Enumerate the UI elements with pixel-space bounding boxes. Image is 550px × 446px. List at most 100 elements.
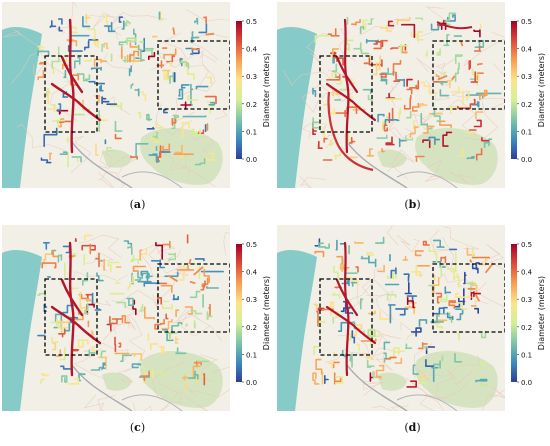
pipe-segment xyxy=(74,238,77,242)
pipe-segment xyxy=(63,69,67,79)
colorbar-tick-label: 0.2 xyxy=(246,101,257,109)
pipe-segment xyxy=(165,313,169,320)
pipe-segment xyxy=(184,323,189,327)
street-line xyxy=(16,123,66,151)
pipe-segment xyxy=(146,113,153,122)
pipe-segment xyxy=(118,41,127,46)
pipe-segment xyxy=(415,155,425,162)
pipe-segment xyxy=(92,31,96,40)
pipe-segment xyxy=(194,158,206,166)
pipe-segment xyxy=(137,111,142,119)
pipe-segment xyxy=(180,101,192,109)
sea-area xyxy=(277,27,317,188)
pipe-segment xyxy=(83,303,89,315)
pipe-segment xyxy=(162,240,171,249)
pipe-segment xyxy=(187,370,199,380)
pipe-segment xyxy=(79,291,88,309)
pipe-segment xyxy=(454,62,460,82)
pipe-segment xyxy=(52,119,65,128)
pipe-segment xyxy=(130,83,134,89)
pipe-segment xyxy=(47,104,57,113)
pipe-segment xyxy=(439,89,450,97)
pipe-segment xyxy=(124,37,137,45)
pipe-segment xyxy=(329,139,334,146)
pipe-segment xyxy=(433,360,441,369)
colorbar-tick-label: 0.3 xyxy=(521,296,532,304)
colorbar-tick-label: 0.3 xyxy=(246,296,257,304)
pipe-segment xyxy=(475,378,488,383)
street-line xyxy=(386,225,399,246)
pipe-segment xyxy=(201,277,209,289)
pipe-segment xyxy=(58,26,63,32)
pipe-segment xyxy=(52,249,59,258)
pipe-segment xyxy=(203,373,206,386)
pipe-segment xyxy=(314,238,321,247)
street-line xyxy=(173,310,222,341)
map-canvas xyxy=(277,225,505,411)
pipe-segment xyxy=(457,98,476,109)
street-line xyxy=(10,51,47,84)
pipe-segment xyxy=(367,18,374,25)
street-line xyxy=(102,319,123,341)
pipe-segment xyxy=(387,20,395,27)
pipe-segment xyxy=(181,84,190,89)
pipe-segment xyxy=(435,292,443,304)
pipe-segment xyxy=(120,354,132,362)
pipe-segment xyxy=(171,114,179,130)
pipe-segment xyxy=(425,359,434,367)
colorbar-tick-label: 0.2 xyxy=(246,324,257,332)
pipe-segment xyxy=(397,78,406,87)
pipe-segment xyxy=(84,74,91,80)
pipe-segment xyxy=(451,75,456,81)
colorbar-gradient xyxy=(236,21,242,159)
pipe-segment xyxy=(187,68,195,80)
pipe-segment xyxy=(406,295,418,303)
pipe-segment xyxy=(313,346,320,356)
pipe-segment xyxy=(332,361,340,369)
pipe-segment xyxy=(140,371,150,382)
pipe-segment xyxy=(129,50,140,63)
colorbar-tick-label: 0.2 xyxy=(521,324,532,332)
pipe-segment xyxy=(164,271,179,277)
pipe-segment xyxy=(469,259,473,263)
street-line xyxy=(157,150,187,171)
pipe-segment xyxy=(94,308,102,311)
pipe-segment xyxy=(50,318,58,326)
street-line xyxy=(100,149,114,169)
pipe-segment xyxy=(443,34,450,47)
pipe-segment xyxy=(162,143,171,153)
pipe-segment xyxy=(190,83,194,106)
pipe-segment xyxy=(442,131,453,147)
colorbar-tick-label: 0.4 xyxy=(521,46,533,54)
pipe-segment xyxy=(419,103,428,108)
pipe-segment xyxy=(473,45,482,52)
panel-caption: (b) xyxy=(404,198,421,211)
pipe-segment xyxy=(60,365,71,370)
pipe-segment xyxy=(118,342,122,348)
pipe-segment xyxy=(172,294,179,301)
pipe-segment xyxy=(362,88,372,94)
pipe-segment xyxy=(428,136,441,145)
pipe-segment xyxy=(480,331,487,339)
colorbar-tick-label: 0.1 xyxy=(521,351,532,359)
pipe-segment xyxy=(127,246,133,256)
colorbar-label: Diameter (meters) xyxy=(537,276,546,350)
street-line xyxy=(223,231,230,256)
pipe-segment xyxy=(475,111,484,120)
diameter-colorbar: 0.5 0.4 0.3 0.2 0.1 0.0 Diameter (meters) xyxy=(511,241,546,387)
pipe-segment xyxy=(175,347,187,355)
pipe-segment xyxy=(365,329,376,338)
pipe-segment xyxy=(422,125,435,134)
pipe-segment xyxy=(84,234,93,241)
pipe-segment xyxy=(193,266,204,276)
street-line xyxy=(413,343,433,382)
pipe-segment xyxy=(456,147,464,157)
pipe-segment xyxy=(331,292,341,299)
pipe-segment xyxy=(440,264,445,277)
street-line xyxy=(435,58,456,79)
street-line xyxy=(449,171,475,185)
pipe-segment xyxy=(345,37,354,52)
pipe-segment xyxy=(395,308,409,316)
colorbar-label: Diameter (meters) xyxy=(537,53,546,127)
pipe-segment xyxy=(205,32,215,36)
